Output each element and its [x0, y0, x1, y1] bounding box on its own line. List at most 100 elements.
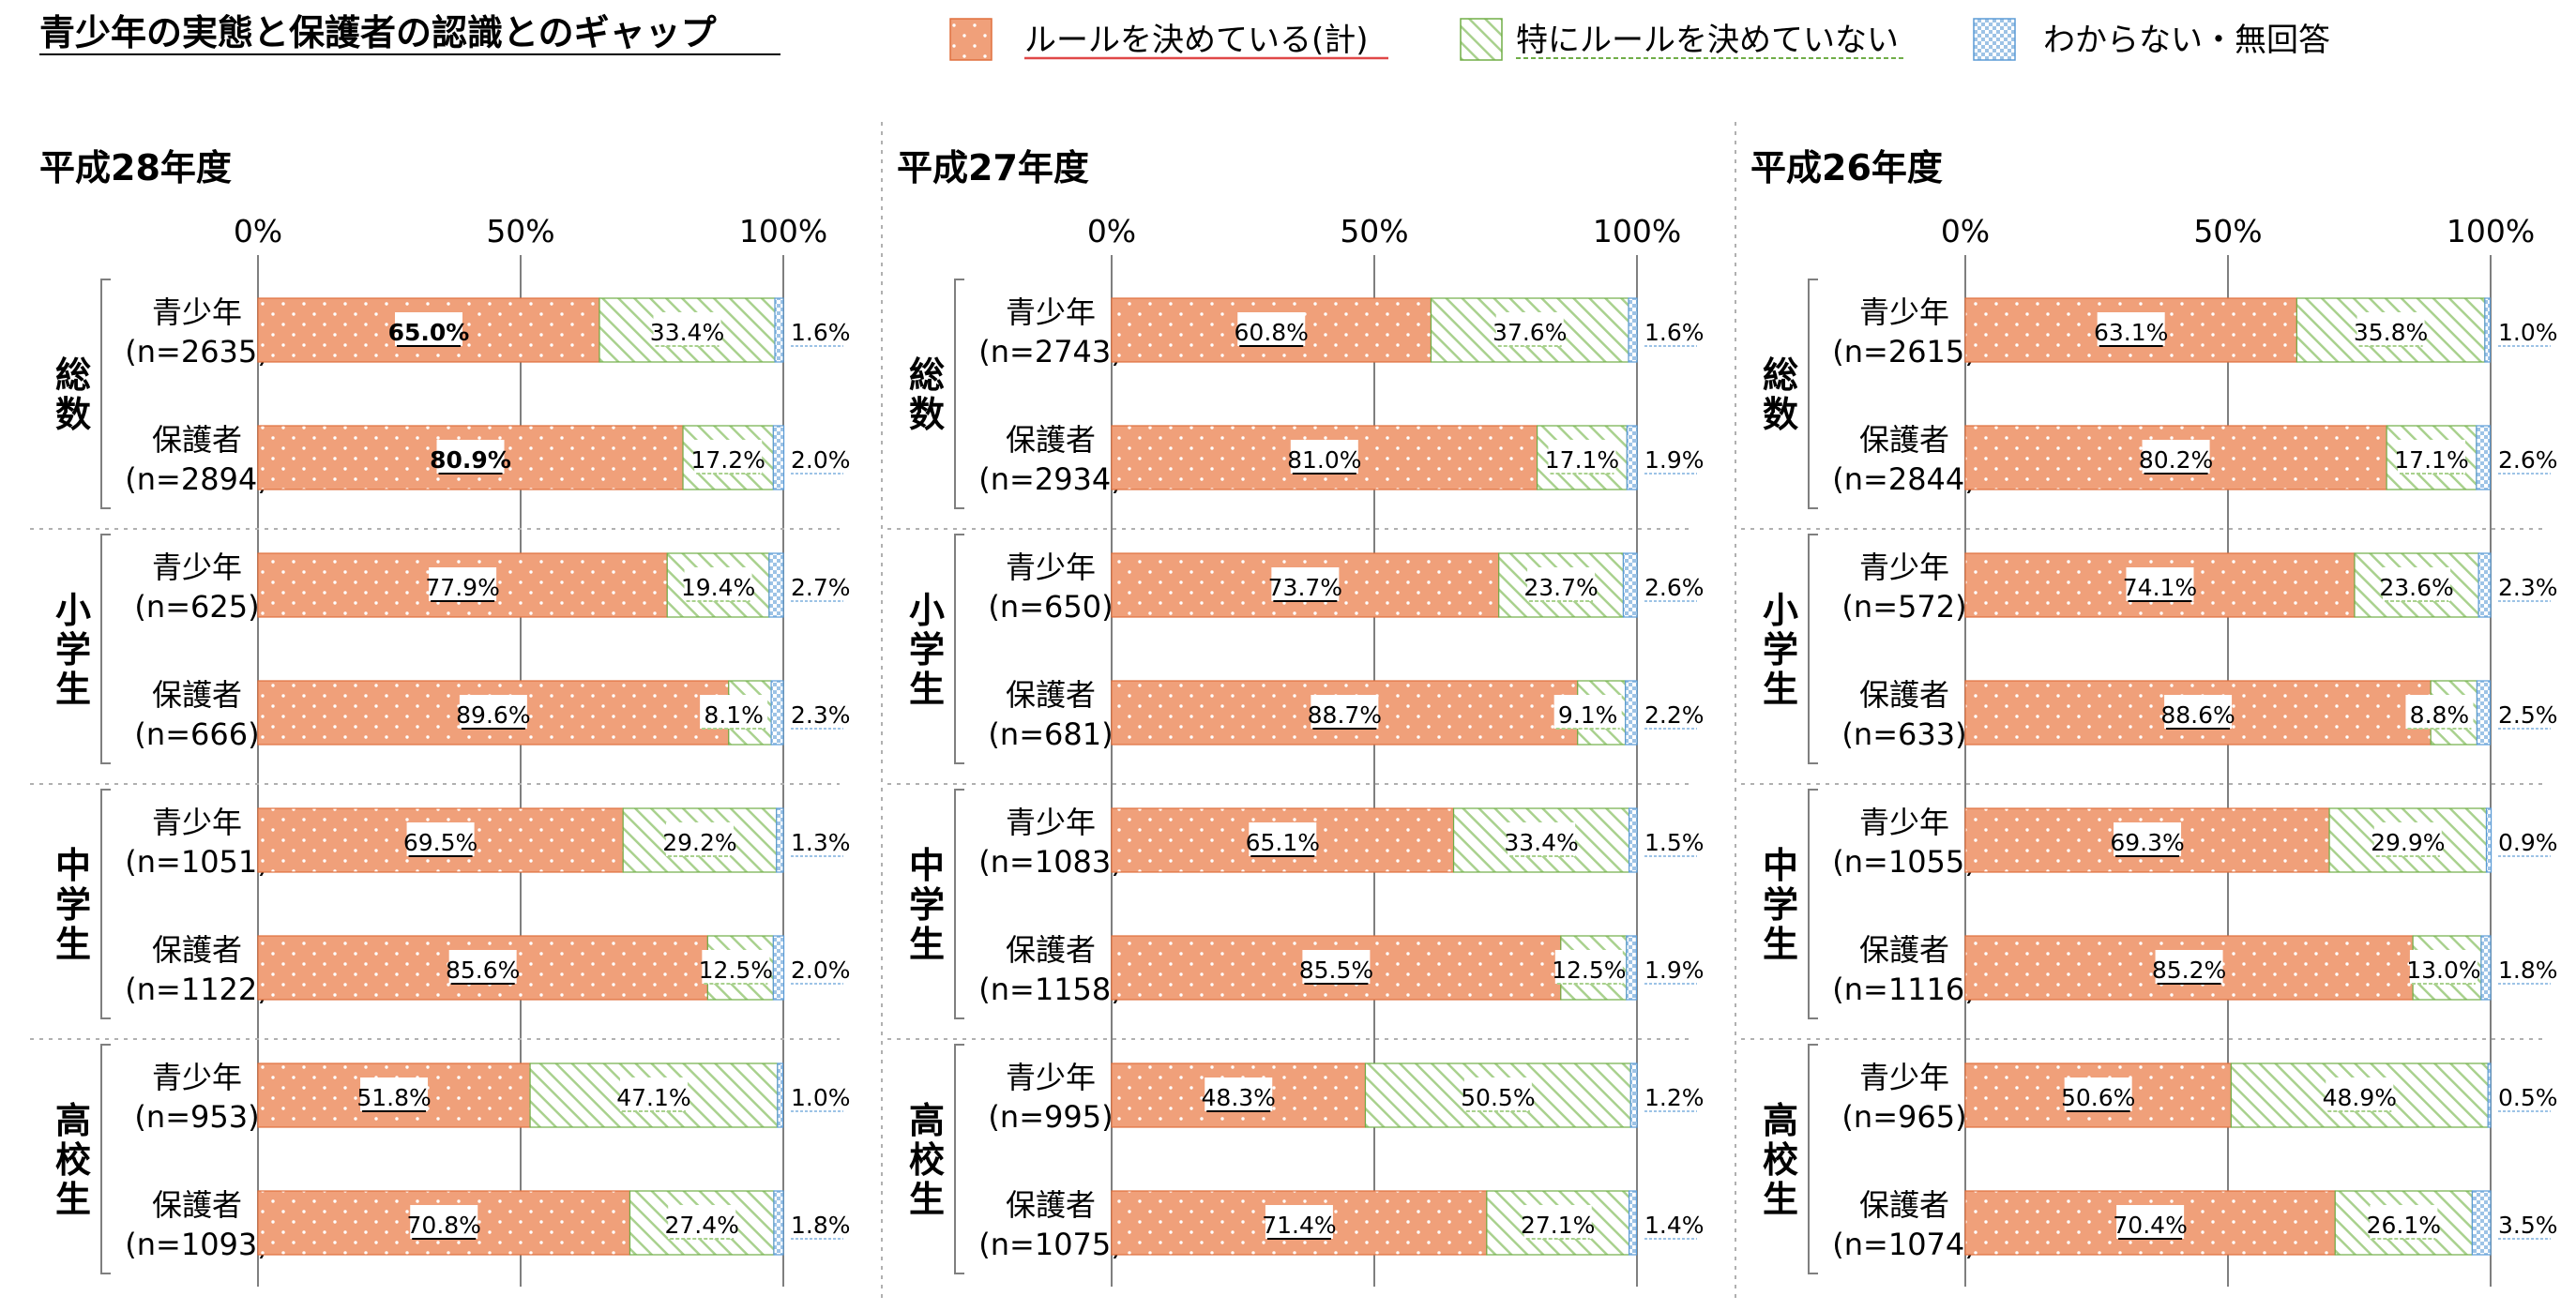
row-n-label: (n=1074)	[1832, 1227, 1977, 1262]
data-label: 2.3%	[2498, 574, 2558, 601]
bar-row: 保護者(n=666) 89.6% 8.1% 2.3%	[134, 677, 850, 752]
group-bracket	[1808, 1044, 1818, 1274]
data-label-bg	[1237, 312, 1306, 346]
data-label-bg	[1553, 695, 1622, 729]
data-label-bg	[2356, 312, 2425, 346]
group-label-char: 校	[909, 1139, 945, 1181]
row-label: 保護者	[1859, 422, 1949, 458]
tick-label: 100%	[739, 213, 827, 249]
data-label: 33.4%	[1504, 829, 1578, 856]
bar-segment-unknown	[1628, 1190, 1638, 1256]
group-bracket	[954, 789, 964, 1019]
tick-label: 100%	[2447, 213, 2535, 249]
data-label: 71.4%	[1262, 1212, 1336, 1239]
data-label: 65.1%	[1246, 829, 1320, 856]
legend-swatch-no-rule	[1460, 18, 1503, 61]
row-n-label: (n=1051)	[125, 844, 269, 880]
group-bracket	[954, 534, 964, 764]
bar-row: 保護者 (n=1158) 85.5% 12.5% 1.9%	[978, 932, 1704, 1007]
row-label: 青少年	[1859, 550, 1949, 585]
bar-row: 青少年 (n=2635) 65.0% 33.4% 1.6%	[125, 294, 850, 369]
data-label: 13.0%	[2406, 957, 2480, 984]
data-label: 8.8%	[2410, 701, 2470, 729]
group-label-char: 小	[55, 590, 91, 631]
row-n-label: (n=1075)	[978, 1227, 1123, 1262]
row-n-label: (n=953)	[134, 1099, 259, 1135]
bar-segment-unknown	[2484, 297, 2492, 363]
row-label: 青少年	[152, 550, 242, 585]
row-n-label: (n=1122)	[125, 972, 269, 1007]
data-label-bg	[1463, 1077, 1532, 1111]
data-label-bg	[395, 312, 462, 346]
data-label-bg	[1205, 1077, 1273, 1111]
group-label-char: 高	[1763, 1100, 1798, 1141]
group-label-char: 総	[55, 354, 91, 396]
tick-label: 50%	[486, 213, 554, 249]
data-label-bg	[2114, 822, 2182, 856]
data-label: 29.2%	[662, 829, 736, 856]
data-label-bg	[2370, 1205, 2438, 1239]
row-n-label: (n=1083)	[978, 844, 1123, 880]
legend-swatch-unknown	[1973, 18, 2016, 61]
group-label-char: 学	[909, 629, 945, 671]
panel-title: 平成26年度	[1750, 147, 1943, 188]
bar-row: 青少年 (n=2615) 63.1% 35.8% 1.0%	[1832, 294, 2557, 369]
group-bracket	[954, 1044, 964, 1274]
data-label: 1.6%	[791, 319, 851, 346]
data-label-bg	[2326, 1077, 2394, 1111]
bar-segment-unknown	[772, 425, 785, 490]
bar-segment-unknown	[2471, 1190, 2492, 1256]
bar-segment-unknown	[1622, 552, 1638, 618]
data-label: 2.6%	[2498, 446, 2558, 474]
data-label-bg	[2126, 567, 2194, 601]
data-label: 85.2%	[2152, 957, 2226, 984]
data-label: 33.4%	[650, 319, 724, 346]
group-label-char: 生	[55, 669, 91, 710]
bar-segment-unknown	[1626, 425, 1638, 490]
data-label: 81.0%	[1287, 446, 1361, 474]
legend-label-no-rule: 特にルールを決めていない	[1516, 22, 1899, 59]
data-label: 50.5%	[1461, 1084, 1535, 1111]
bar-row: 青少年 (n=953) 51.8% 47.1% 1.0%	[134, 1060, 850, 1135]
data-label: 80.9%	[430, 446, 511, 474]
group-label-char: 生	[1763, 1179, 1798, 1220]
group-bracket	[100, 789, 111, 1019]
row-label: 保護者	[152, 422, 242, 458]
data-label: 26.1%	[2367, 1212, 2441, 1239]
group-label-char: 総	[909, 354, 945, 396]
bar-row: 青少年 (n=625) 77.9% 19.4% 2.7%	[134, 550, 850, 625]
bar-row: 青少年 (n=650) 73.7% 23.7% 2.6%	[988, 550, 1704, 625]
data-label-bg	[2405, 695, 2474, 729]
group-bracket	[1808, 789, 1818, 1019]
data-label: 74.1%	[2123, 574, 2197, 601]
group-bracket	[100, 279, 111, 509]
bar-segment-unknown	[2487, 1062, 2492, 1128]
data-label: 0.5%	[2498, 1084, 2558, 1111]
data-label-bg	[1523, 1205, 1592, 1239]
bar-row: 保護者(n=2844) 80.2% 17.1% 2.6%	[1832, 422, 2557, 497]
data-label-bg	[1548, 440, 1616, 474]
data-label: 1.5%	[1644, 829, 1705, 856]
data-label-bg	[619, 1077, 688, 1111]
data-label: 35.8%	[2354, 319, 2428, 346]
row-n-label: (n=650)	[988, 589, 1113, 625]
bar-row: 青少年 (n=995) 48.3% 50.5% 1.2%	[988, 1060, 1704, 1135]
data-label-bg	[2409, 950, 2478, 984]
row-label: 青少年	[1006, 294, 1096, 330]
data-label-bg	[694, 440, 763, 474]
data-label: 51.8%	[356, 1084, 431, 1111]
bar-segment-unknown	[773, 1190, 784, 1256]
data-label: 8.1%	[704, 701, 764, 729]
data-label: 1.9%	[1644, 957, 1705, 984]
row-label: 保護者	[1006, 1187, 1096, 1223]
bar-segment-unknown	[1625, 680, 1638, 746]
bar-segment-unknown	[770, 680, 784, 746]
data-label: 1.4%	[1644, 1212, 1705, 1239]
bar-row: 保護者 (n=1075) 71.4% 27.1% 1.4%	[978, 1187, 1704, 1262]
data-label: 69.5%	[403, 829, 477, 856]
data-label-bg	[1249, 822, 1317, 856]
group-label-char: 中	[1763, 845, 1798, 886]
row-label: 保護者	[1006, 677, 1096, 713]
data-label-bg	[668, 1205, 736, 1239]
